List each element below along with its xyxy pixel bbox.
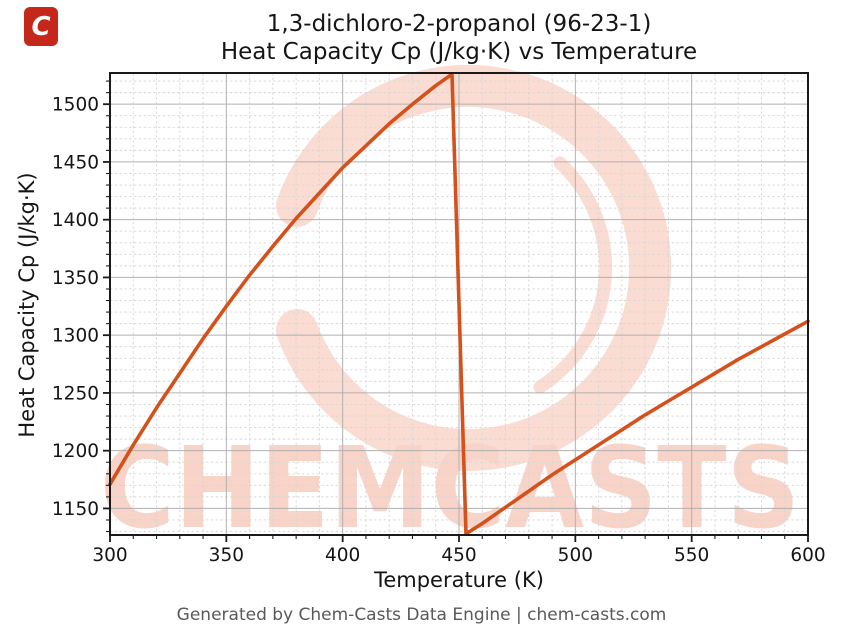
y-tick-label: 1400 [52, 210, 99, 231]
y-tick-label: 1300 [52, 326, 99, 347]
chart-title-line2: Heat Capacity Cp (J/kg·K) vs Temperature [220, 39, 698, 65]
x-tick-label: 500 [558, 545, 593, 566]
x-tick-labels: 300 350 400 450 500 550 600 [92, 545, 825, 566]
y-tick-label: 1250 [52, 383, 99, 404]
y-tick-label: 1350 [52, 268, 99, 289]
ticks [103, 80, 809, 542]
y-tick-label: 1450 [52, 152, 99, 173]
watermark-inner-arc-icon [533, 156, 613, 394]
chart-title-line1: 1,3-dichloro-2-propanol (96-23-1) [266, 11, 652, 37]
x-tick-label: 350 [209, 545, 244, 566]
watermark-ring-icon [276, 65, 672, 471]
y-tick-labels: 1150 1200 1250 1300 1350 1400 1450 1500 [52, 95, 99, 520]
x-tick-label: 550 [674, 545, 709, 566]
chemcasts-logo-icon: C [24, 7, 58, 46]
cp-curve [108, 72, 810, 536]
x-tick-label: 300 [92, 545, 127, 566]
x-axis-label: Temperature (K) [374, 568, 544, 592]
y-axis-label: Heat Capacity Cp (J/kg·K) [15, 172, 39, 438]
watermark: CHEMCASTS [100, 65, 800, 554]
x-tick-label: 400 [325, 545, 360, 566]
watermark-text: CHEMCASTS [100, 424, 800, 554]
y-tick-label: 1150 [52, 499, 99, 520]
x-tick-label: 450 [441, 545, 476, 566]
y-tick-label: 1500 [52, 95, 99, 116]
y-tick-label: 1200 [52, 441, 99, 462]
cp-curve-line [108, 72, 810, 536]
x-tick-label: 600 [790, 545, 825, 566]
footer-credit: Generated by Chem-Casts Data Engine | ch… [176, 605, 667, 625]
chart-title: 1,3-dichloro-2-propanol (96-23-1) Heat C… [110, 10, 808, 66]
logo-letter: C [31, 11, 51, 42]
